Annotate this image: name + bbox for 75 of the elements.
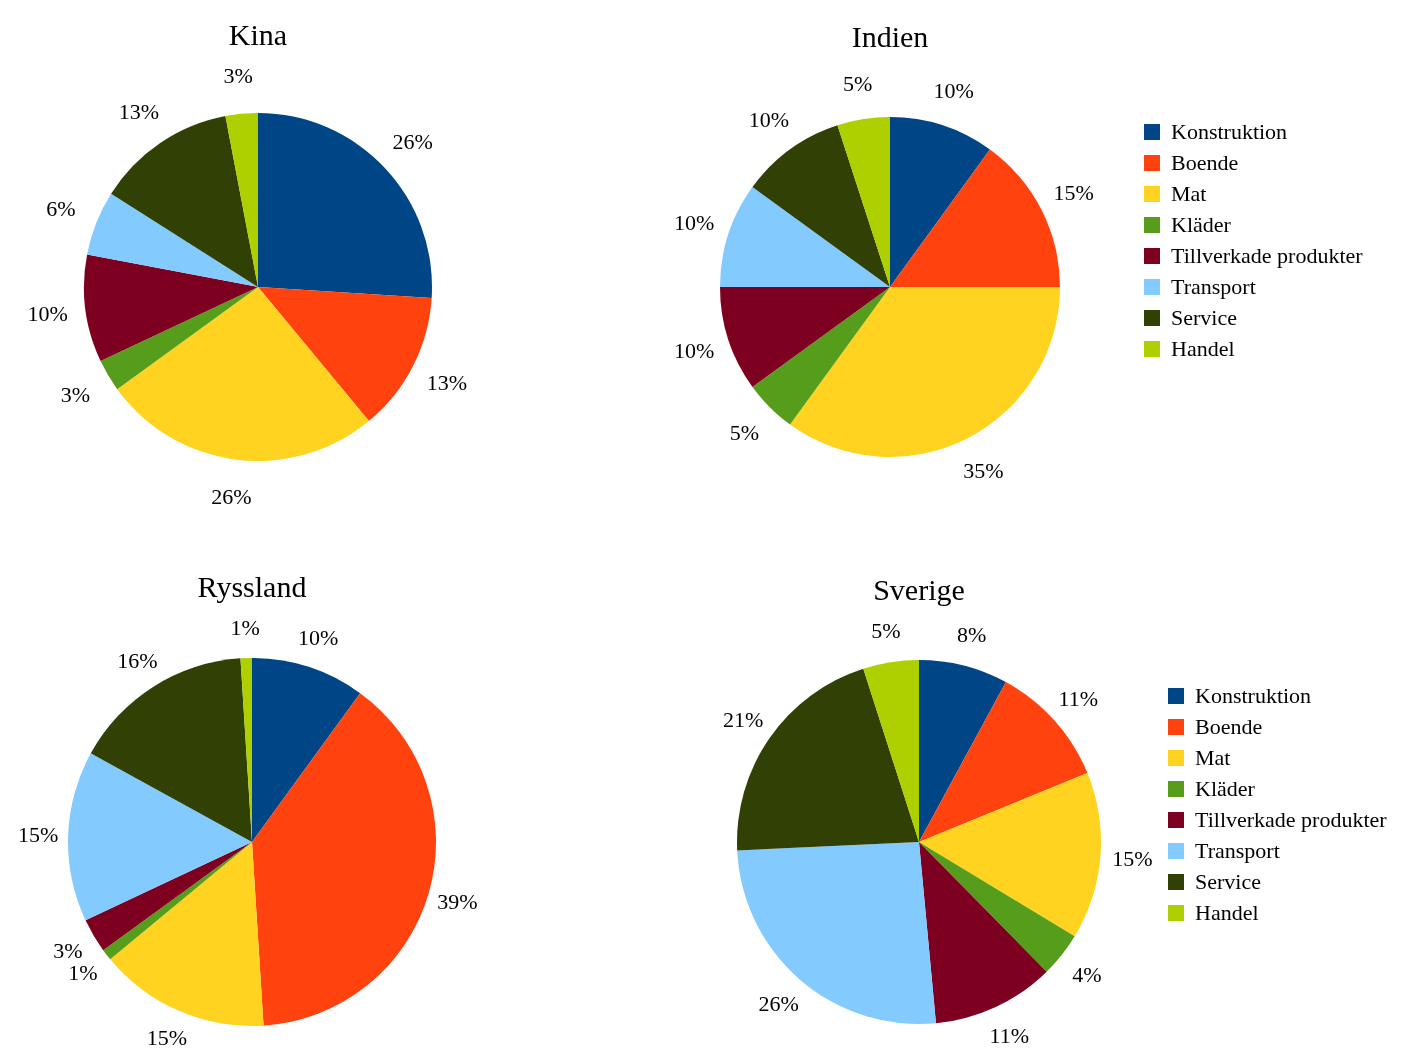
data-label: 3%	[223, 62, 253, 88]
data-label: 5%	[729, 419, 759, 445]
pie-slice	[752, 287, 890, 425]
data-label: 10%	[27, 300, 68, 326]
data-label: 15%	[1053, 180, 1094, 206]
data-label: 15%	[1112, 845, 1153, 871]
legend-label: Handel	[1195, 900, 1259, 925]
pie-slice	[110, 842, 264, 1026]
pie-slice	[85, 842, 252, 951]
data-label: 13%	[426, 370, 468, 396]
pie-slice	[117, 287, 369, 461]
legend-label: Handel	[1171, 336, 1235, 361]
data-label: 11%	[989, 1023, 1030, 1048]
legend-label: Transport	[1195, 838, 1280, 863]
legend-label: Boende	[1195, 714, 1263, 739]
chart-title: Indien	[851, 20, 929, 53]
pie-slice	[720, 287, 890, 387]
pie-slice	[720, 187, 890, 287]
pie-slice	[87, 193, 258, 287]
legend-label: Kläder	[1195, 776, 1256, 801]
data-label: 3%	[60, 381, 91, 407]
pie-slice	[752, 125, 890, 287]
pie-slice	[919, 842, 1047, 1024]
chart-title: Ryssland	[197, 570, 307, 604]
data-label: 16%	[117, 648, 158, 674]
data-label: 11%	[1058, 686, 1099, 712]
chart-title: Sverige	[873, 572, 965, 606]
pie-slice	[863, 660, 919, 842]
pie-slice	[252, 658, 361, 842]
data-label: 1%	[68, 960, 98, 986]
data-label: 15%	[17, 822, 59, 848]
pie-slice	[68, 753, 252, 921]
legend-label: Mat	[1171, 181, 1207, 206]
data-label: 10%	[748, 107, 790, 133]
pie-slice	[225, 113, 258, 287]
pie-slice	[84, 254, 258, 362]
data-label: 26%	[211, 484, 252, 510]
legend-label: Mat	[1195, 745, 1231, 770]
pie-slice	[919, 660, 1006, 842]
data-label: 26%	[392, 128, 433, 154]
data-label: 1%	[230, 615, 260, 641]
data-label: 39%	[437, 888, 478, 914]
legend-label: Kläder	[1171, 212, 1232, 237]
data-label: 15%	[146, 1025, 188, 1048]
legend-label: Tillverkade produkter	[1195, 807, 1388, 832]
data-label: 13%	[118, 98, 159, 124]
legend-label: Service	[1195, 869, 1261, 894]
data-label: 4%	[1072, 961, 1102, 987]
legend-label: Service	[1171, 305, 1237, 330]
legend-label: Konstruktion	[1195, 683, 1312, 708]
pie-slice	[252, 693, 436, 1026]
pie-slice	[837, 117, 890, 287]
data-label: 26%	[758, 990, 799, 1016]
data-label: 10%	[297, 625, 339, 651]
pie-slice	[919, 773, 1101, 937]
legend-label: Konstruktion	[1171, 119, 1288, 144]
data-label: 8%	[957, 621, 987, 647]
data-label: 21%	[723, 707, 764, 733]
data-label: 10%	[673, 337, 715, 363]
pie-slice	[737, 842, 936, 1024]
data-label: 6%	[46, 195, 76, 221]
data-label: 10%	[933, 78, 974, 104]
pie-slice	[100, 287, 258, 390]
data-label: 3%	[53, 937, 83, 963]
data-label: 35%	[963, 457, 1004, 483]
legend-label: Transport	[1171, 274, 1256, 299]
legend-label: Boende	[1171, 150, 1239, 175]
pie-slice	[258, 113, 432, 298]
pie-slice	[790, 287, 1060, 457]
pie-slice	[890, 117, 990, 287]
data-label: 10%	[673, 210, 715, 236]
data-label: 5%	[843, 70, 873, 96]
legend-label: Tillverkade produkter	[1171, 243, 1364, 268]
data-label: 5%	[871, 617, 901, 643]
chart-title: Kina	[228, 17, 288, 51]
